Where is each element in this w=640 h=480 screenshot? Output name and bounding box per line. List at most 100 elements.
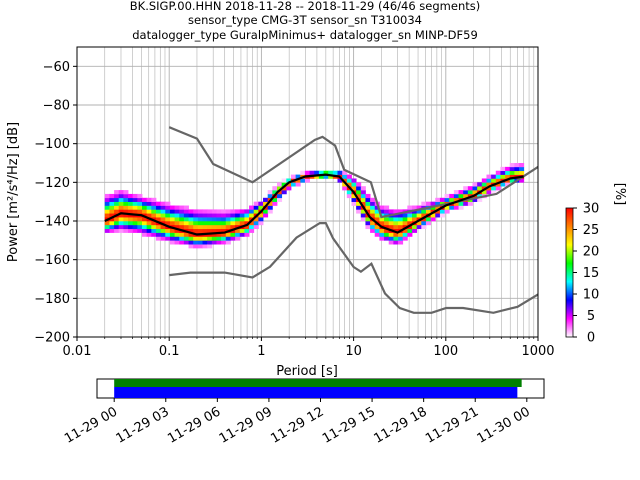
density-cell	[230, 217, 236, 222]
density-cell	[430, 217, 436, 222]
density-cell	[137, 221, 143, 226]
density-cell	[165, 228, 171, 233]
density-cell	[425, 201, 432, 206]
density-cell	[435, 209, 441, 214]
density-cell	[360, 186, 366, 191]
density-cell	[179, 209, 185, 214]
density-cell	[179, 221, 185, 226]
density-cell	[151, 221, 157, 226]
density-cell	[197, 224, 203, 230]
density-cell	[495, 178, 501, 183]
density-cell	[151, 232, 157, 237]
y-tick-label: −140	[34, 215, 70, 230]
density-cell	[458, 201, 464, 206]
density-cell	[304, 170, 310, 175]
density-cell	[109, 205, 115, 210]
density-cell	[411, 228, 418, 233]
density-cell	[416, 224, 422, 230]
density-cell	[230, 213, 236, 218]
density-cell	[244, 209, 250, 214]
density-cell	[114, 217, 120, 222]
density-cell	[193, 236, 199, 241]
density-cell	[411, 224, 418, 230]
density-cell	[193, 209, 199, 214]
density-cell	[142, 201, 148, 206]
density-cell	[304, 178, 310, 183]
density-cell	[281, 182, 287, 187]
density-cell	[207, 209, 213, 214]
density-cell	[137, 197, 143, 202]
density-cell	[169, 217, 175, 222]
density-cell	[407, 221, 413, 226]
density-cell	[472, 190, 478, 195]
density-cell	[146, 224, 152, 230]
density-cell	[249, 209, 255, 214]
density-cell	[253, 209, 259, 214]
density-cell	[216, 209, 222, 214]
density-cell	[114, 190, 120, 195]
density-cell	[207, 224, 213, 230]
density-cell	[155, 213, 162, 218]
density-cell	[114, 193, 120, 199]
time-tick-label: 11-30 00	[475, 404, 533, 446]
density-cell	[104, 193, 110, 199]
density-cell	[216, 217, 222, 222]
density-cell	[235, 221, 241, 226]
density-cell	[318, 174, 324, 179]
density-cell	[216, 228, 222, 233]
density-cell	[151, 224, 157, 230]
density-cell	[360, 193, 366, 199]
density-cell	[193, 240, 199, 245]
density-cell	[314, 170, 320, 175]
density-cell	[360, 190, 366, 195]
density-cell	[258, 217, 264, 222]
density-cell	[509, 174, 515, 179]
density-cell	[277, 186, 283, 191]
density-cell	[137, 224, 143, 230]
density-cell	[169, 213, 175, 218]
density-cell	[500, 166, 506, 172]
density-cell	[118, 217, 124, 222]
density-cell	[174, 217, 180, 222]
density-cell	[421, 213, 427, 218]
density-cell	[239, 217, 245, 222]
density-cell	[151, 197, 157, 202]
density-cell	[402, 221, 408, 226]
density-cell	[444, 209, 450, 214]
density-cell	[384, 209, 390, 214]
density-cell	[128, 201, 134, 206]
density-cell	[272, 190, 278, 195]
curves	[104, 126, 538, 314]
density-cell	[230, 221, 236, 226]
density-cell	[132, 224, 138, 230]
density-cell	[342, 174, 348, 179]
density-cell	[202, 221, 208, 226]
colorbar-tick-label: 30	[583, 202, 600, 217]
grid-lines	[77, 47, 538, 337]
density-cell	[202, 209, 208, 214]
density-cell	[104, 201, 110, 206]
density-cell	[477, 193, 483, 199]
density-cell	[384, 236, 390, 241]
density-cell	[221, 221, 227, 226]
density-cell	[118, 221, 124, 226]
density-cell	[197, 244, 203, 249]
density-cell	[123, 228, 129, 233]
density-cell	[374, 213, 380, 218]
density-cell	[486, 186, 492, 191]
density-cell	[118, 205, 124, 210]
density-cell	[137, 217, 143, 222]
density-cell	[370, 228, 376, 233]
density-cell	[458, 205, 464, 210]
time-tick-label: 11-29 12	[268, 404, 326, 446]
density-cell	[155, 228, 162, 233]
density-cell	[416, 205, 422, 210]
density-cell	[463, 186, 469, 191]
density-cell	[495, 174, 501, 179]
nlnm-curve	[169, 222, 538, 314]
density-cell	[425, 209, 432, 214]
density-cell	[384, 224, 390, 230]
density-cell	[216, 236, 222, 241]
density-cell	[281, 186, 287, 191]
density-cell	[411, 217, 418, 222]
